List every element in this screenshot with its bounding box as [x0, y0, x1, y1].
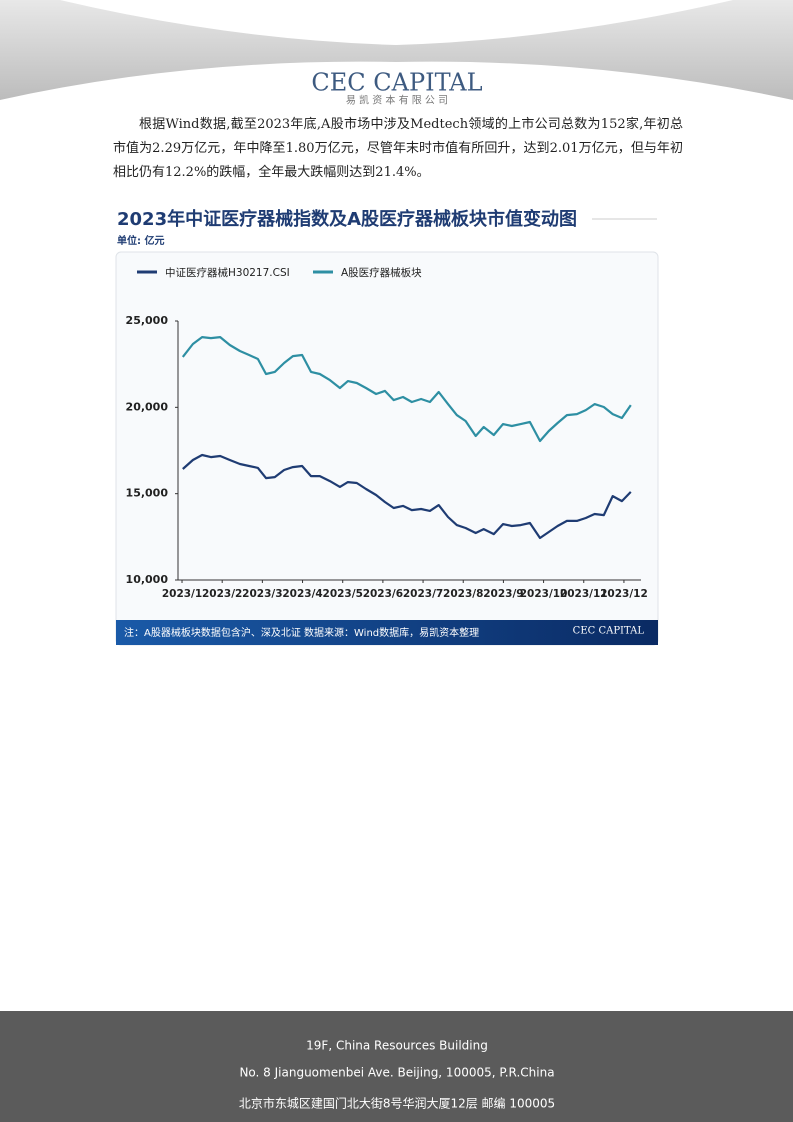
x-tick-label: 2023/10	[520, 588, 568, 600]
x-tick-label: 2023/5	[323, 588, 363, 600]
series-line	[182, 453, 632, 540]
paragraph: 根据Wind数据,截至2023年底,A股市场中涉及Medtech领域的上市公司总…	[113, 117, 683, 180]
legend-label: 中证医疗器械H30217.CSI	[165, 266, 290, 279]
header-white	[60, 0, 733, 45]
legend-label: A股医疗器械板块	[341, 266, 422, 279]
y-tick-label: 20,000	[126, 400, 169, 413]
x-tick-label: 2023/11	[560, 588, 608, 600]
x-tick-label: 2023/12	[600, 588, 648, 600]
chart-note: 注：A股器械板块数据包含沪、深及北证 数据来源：Wind数据库，易凯资本整理	[124, 626, 479, 639]
footer-line: 19F, China Resources Building	[306, 1039, 488, 1053]
logo-subtitle: 易 凯 资 本 有 限 公 司	[346, 94, 448, 107]
x-tick-label: 2023/3	[242, 588, 282, 600]
y-tick-label: 25,000	[126, 314, 169, 327]
chart-unit: 单位: 亿元	[117, 234, 164, 247]
y-tick-label: 15,000	[126, 487, 169, 500]
series-line	[181, 336, 632, 443]
note-logo: CEC CAPITAL	[573, 626, 645, 637]
footer-line: 北京市东城区建国门北大街8号华润大厦12层 邮编 100005	[239, 1096, 555, 1111]
x-tick-label: 2023/2	[202, 588, 242, 600]
y-tick-label: 10,000	[126, 573, 169, 586]
x-tick-label: 2023/9	[483, 588, 523, 600]
x-tick-label: 2023/4	[282, 588, 322, 600]
footer-line: No. 8 Jianguomenbei Ave. Beijing, 100005…	[239, 1066, 554, 1080]
x-tick-label: 2023/7	[403, 588, 443, 600]
x-tick-label: 2023/1	[162, 588, 202, 600]
chart-card	[115, 251, 659, 646]
x-tick-label: 2023/6	[363, 588, 403, 600]
note-bar	[116, 620, 658, 645]
x-tick-label: 2023/8	[443, 588, 483, 600]
chart-title: 2023年中证医疗器械指数及A股医疗器械板块市值变动图	[117, 208, 577, 230]
footer-bg	[0, 1011, 793, 1122]
logo: CEC CAPITAL	[311, 69, 482, 97]
